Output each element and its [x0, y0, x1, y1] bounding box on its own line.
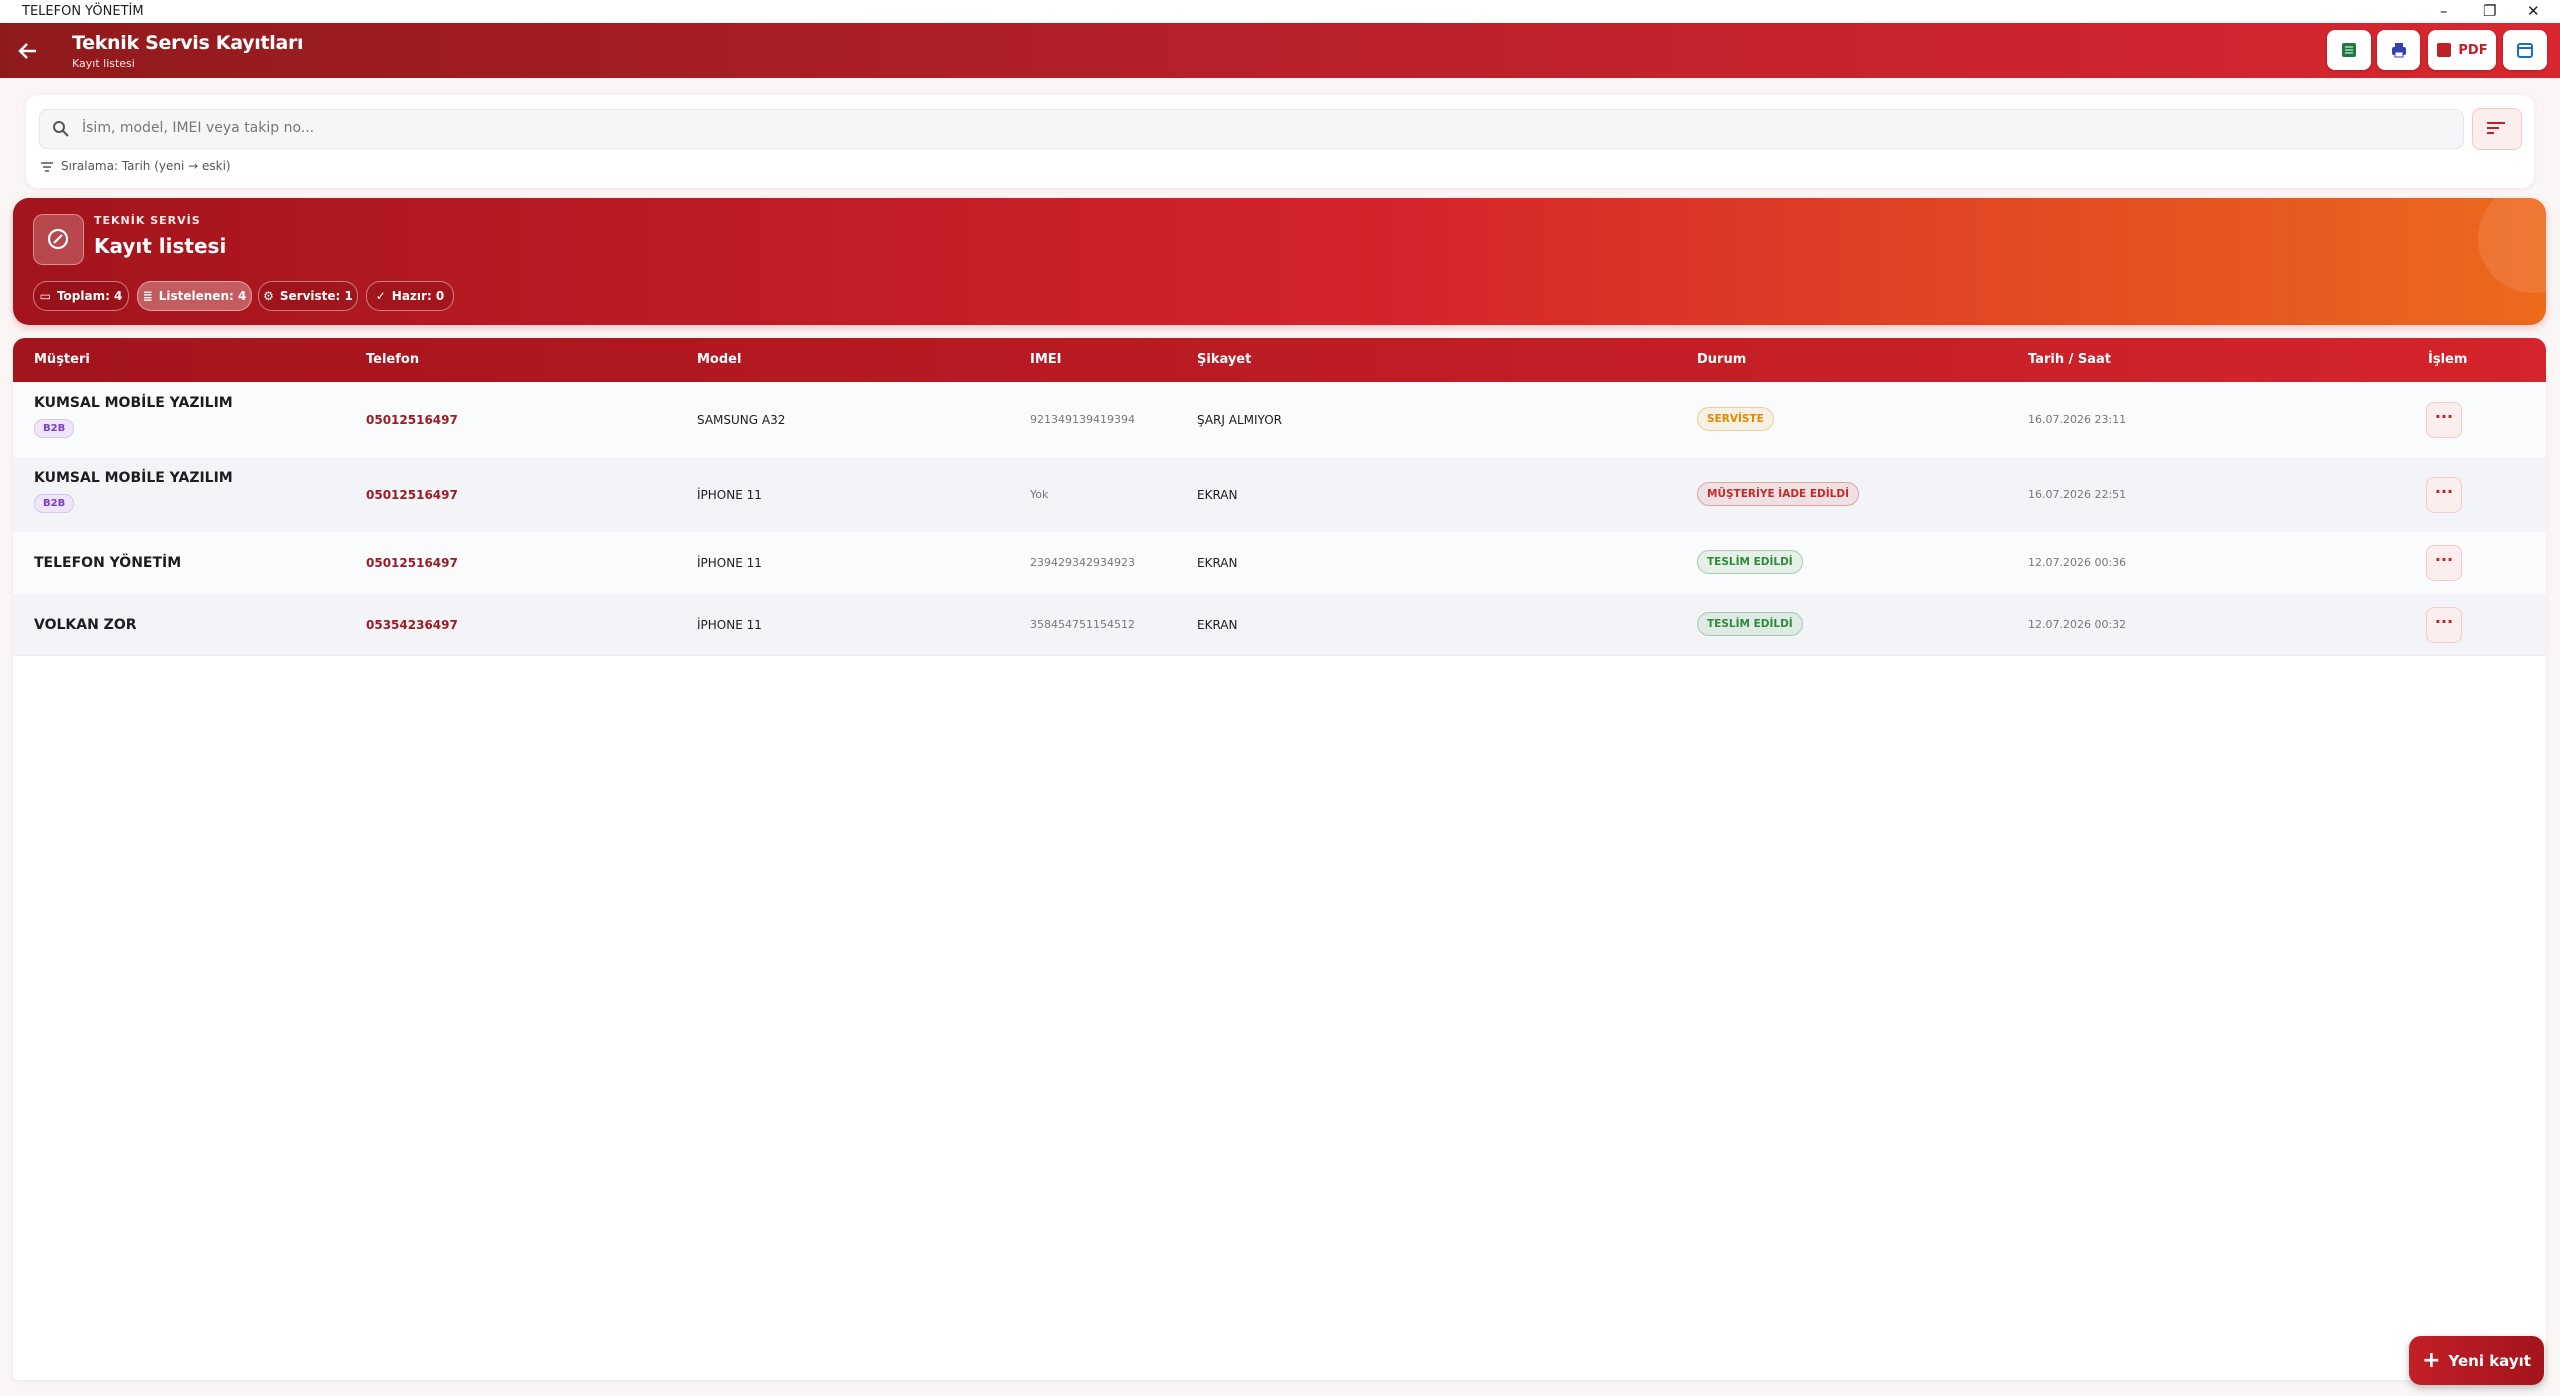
- search-card: İsim, model, IMEI veya takip no... Sıral…: [26, 95, 2534, 188]
- customer-name: KUMSAL MOBİLE YAZILIM: [34, 395, 233, 411]
- more-button[interactable]: ···: [2426, 606, 2462, 643]
- datetime: 12.07.2026 00:32: [2028, 617, 2127, 631]
- model: İPHONE 11: [697, 487, 762, 502]
- search-icon: [53, 121, 69, 137]
- status-badge: TESLİM EDİLDİ: [1697, 550, 1803, 574]
- model: SAMSUNG A32: [697, 412, 786, 427]
- customer-name: KUMSAL MOBİLE YAZILIM: [34, 470, 233, 486]
- complaint: EKRAN: [1197, 617, 1238, 632]
- chip-label: Toplam: 4: [56, 289, 123, 303]
- phone: 05012516497: [366, 412, 458, 427]
- decor: [2478, 198, 2546, 293]
- b2b-badge: B2B: [34, 419, 75, 438]
- phone: 05012516497: [366, 487, 458, 502]
- model: İPHONE 11: [697, 617, 762, 632]
- model: İPHONE 11: [697, 556, 762, 570]
- page-subtitle: Kayıt listesi: [72, 57, 135, 70]
- window-title: TELEFON YÖNETİM: [22, 4, 144, 19]
- calendar-button[interactable]: [2503, 30, 2547, 70]
- page-title: Teknik Servis Kayıtları: [72, 32, 304, 54]
- sort-button[interactable]: [2472, 108, 2522, 150]
- more-button[interactable]: ···: [2426, 401, 2462, 438]
- fab-label: Yeni kayıt: [2448, 1351, 2531, 1370]
- table-row[interactable]: TELEFON YÖNETİM 05012516497 İPHONE 11 23942…: [13, 532, 2546, 595]
- phone: 05012516497: [366, 556, 458, 570]
- banner-icon: [33, 214, 84, 265]
- search-input[interactable]: İsim, model, IMEI veya takip no...: [39, 109, 2464, 149]
- column-header: Müşteri: [34, 352, 90, 367]
- pdf-button[interactable]: PDF: [2428, 30, 2496, 70]
- datetime: 12.07.2026 00:36: [2028, 556, 2127, 569]
- imei: 921349139419394: [1030, 412, 1135, 426]
- back-button[interactable]: [16, 39, 40, 63]
- banner-kicker: TEKNİK SERVİS: [94, 214, 201, 227]
- table-row[interactable]: VOLKAN ZOR 05354236497 İPHONE 11 3584547511…: [13, 594, 2546, 656]
- status-badge: TESLİM EDİLDİ: [1697, 611, 1803, 636]
- banner-title: Kayıt listesi: [94, 234, 227, 258]
- search-placeholder: İsim, model, IMEI veya takip no...: [82, 120, 315, 136]
- column-header: Şikayet: [1197, 352, 1252, 367]
- imei: 358454751154512: [1030, 617, 1135, 631]
- app-bar: Teknik Servis Kayıtları Kayıt listesi PD…: [0, 23, 2560, 78]
- customer-name: TELEFON YÖNETİM: [34, 555, 182, 571]
- print-button[interactable]: [2377, 30, 2420, 70]
- column-header: İşlem: [2428, 352, 2468, 367]
- column-header: Durum: [1697, 352, 1747, 367]
- table-row[interactable]: KUMSAL MOBİLE YAZILIM B2B 05012516497 SAMSU…: [13, 382, 2546, 458]
- phone: 05354236497: [366, 617, 458, 632]
- b2b-badge: B2B: [34, 494, 75, 513]
- imei: 239429342934923: [1030, 556, 1135, 569]
- customer-name: VOLKAN ZOR: [34, 616, 137, 633]
- table-row[interactable]: KUMSAL MOBİLE YAZILIM B2B 05012516497 İPHON…: [13, 457, 2546, 533]
- column-header: IMEI: [1030, 352, 1062, 367]
- chip-label: Listelenen: 4: [158, 289, 247, 303]
- chip-label: Serviste: 1: [279, 289, 353, 303]
- pdf-label: PDF: [2458, 42, 2488, 58]
- datetime: 16.07.2026 22:51: [2028, 487, 2127, 501]
- sort-icon: [41, 162, 53, 172]
- chip-label: Hazır: 0: [391, 289, 445, 303]
- column-header: Model: [697, 352, 742, 367]
- minimize[interactable]: –: [2440, 2, 2448, 20]
- column-header: Telefon: [366, 352, 420, 367]
- chip[interactable]: ▭ Toplam: 4: [33, 281, 129, 311]
- window-titlebar: TELEFON YÖNETİM – ❐ ✕: [0, 0, 2560, 23]
- status-badge: MÜŞTERİYE İADE EDİLDİ: [1697, 481, 1859, 506]
- records-table: Müşteri Telefon Model IMEI Şikayet Durum Tarih…: [13, 338, 2546, 1380]
- chip[interactable]: ⚙ Serviste: 1: [258, 281, 358, 311]
- restore[interactable]: ❐: [2483, 2, 2497, 20]
- chip[interactable]: ✓ Hazır: 0: [366, 281, 454, 311]
- chip[interactable]: ≣ Listelenen: 4: [137, 281, 252, 311]
- table-header: Müşteri Telefon Model IMEI Şikayet Durum Tarih…: [13, 338, 2546, 382]
- more-button[interactable]: ···: [2426, 476, 2462, 513]
- imei: Yok: [1030, 487, 1049, 501]
- complaint: EKRAN: [1197, 556, 1238, 570]
- complaint: ŞARJ ALMIYOR: [1197, 412, 1282, 427]
- datetime: 16.07.2026 23:11: [2028, 412, 2127, 426]
- close[interactable]: ✕: [2527, 2, 2540, 20]
- complaint: EKRAN: [1197, 487, 1238, 502]
- status-badge: SERVİSTE: [1697, 406, 1774, 431]
- new-record-button[interactable]: + Yeni kayıt: [2409, 1336, 2544, 1385]
- column-header: Tarih / Saat: [2028, 352, 2112, 367]
- more-button[interactable]: ···: [2426, 545, 2462, 581]
- sort-label: Sıralama: Tarih (yeni → eski): [61, 159, 231, 173]
- summary-banner: TEKNİK SERVİS Kayıt listesi ▭ Toplam: 4 ≣…: [13, 198, 2546, 325]
- excel-button[interactable]: [2327, 30, 2371, 70]
